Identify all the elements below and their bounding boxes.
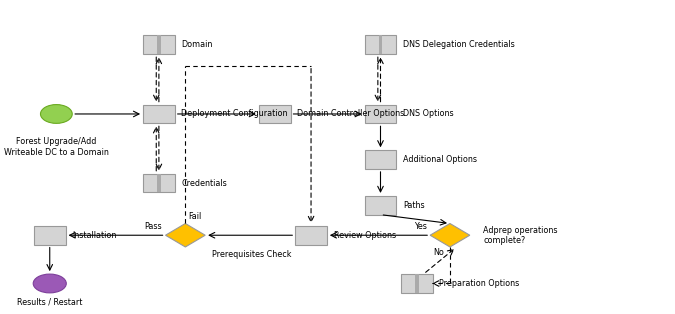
- Text: Review Options: Review Options: [333, 231, 396, 240]
- Text: Paths: Paths: [403, 201, 425, 210]
- Text: Yes: Yes: [414, 222, 427, 231]
- Text: Domain: Domain: [182, 41, 213, 49]
- Text: Installation: Installation: [72, 231, 117, 240]
- Text: Deployment Configuration: Deployment Configuration: [182, 110, 288, 118]
- FancyBboxPatch shape: [364, 35, 396, 54]
- Text: Pass: Pass: [144, 222, 162, 231]
- Text: Credentials: Credentials: [182, 179, 227, 187]
- Text: Adprep operations
complete?: Adprep operations complete?: [483, 225, 558, 245]
- FancyBboxPatch shape: [143, 105, 175, 123]
- Polygon shape: [430, 224, 470, 247]
- Ellipse shape: [40, 105, 72, 123]
- FancyBboxPatch shape: [364, 150, 396, 169]
- FancyBboxPatch shape: [379, 35, 383, 54]
- Text: Fail: Fail: [188, 212, 201, 221]
- FancyBboxPatch shape: [259, 105, 290, 123]
- Text: DNS Options: DNS Options: [403, 110, 454, 118]
- FancyBboxPatch shape: [157, 174, 161, 192]
- Text: Forest Upgrade/Add
Writeable DC to a Domain: Forest Upgrade/Add Writeable DC to a Dom…: [4, 138, 109, 157]
- Text: No: No: [433, 248, 444, 257]
- Polygon shape: [165, 224, 205, 247]
- FancyBboxPatch shape: [401, 274, 433, 293]
- Text: Preparation Options: Preparation Options: [439, 279, 520, 288]
- Text: Results / Restart: Results / Restart: [17, 298, 82, 307]
- Ellipse shape: [33, 274, 66, 293]
- Text: Prerequisites Check: Prerequisites Check: [212, 250, 292, 259]
- Text: DNS Delegation Credentials: DNS Delegation Credentials: [403, 41, 515, 49]
- FancyBboxPatch shape: [157, 35, 161, 54]
- FancyBboxPatch shape: [415, 274, 418, 293]
- FancyBboxPatch shape: [143, 174, 175, 192]
- FancyBboxPatch shape: [364, 196, 396, 215]
- FancyBboxPatch shape: [295, 226, 327, 245]
- FancyBboxPatch shape: [143, 35, 175, 54]
- Text: Domain Controller Options: Domain Controller Options: [297, 110, 404, 118]
- FancyBboxPatch shape: [34, 226, 65, 245]
- Text: Additional Options: Additional Options: [403, 155, 477, 164]
- FancyBboxPatch shape: [364, 105, 396, 123]
